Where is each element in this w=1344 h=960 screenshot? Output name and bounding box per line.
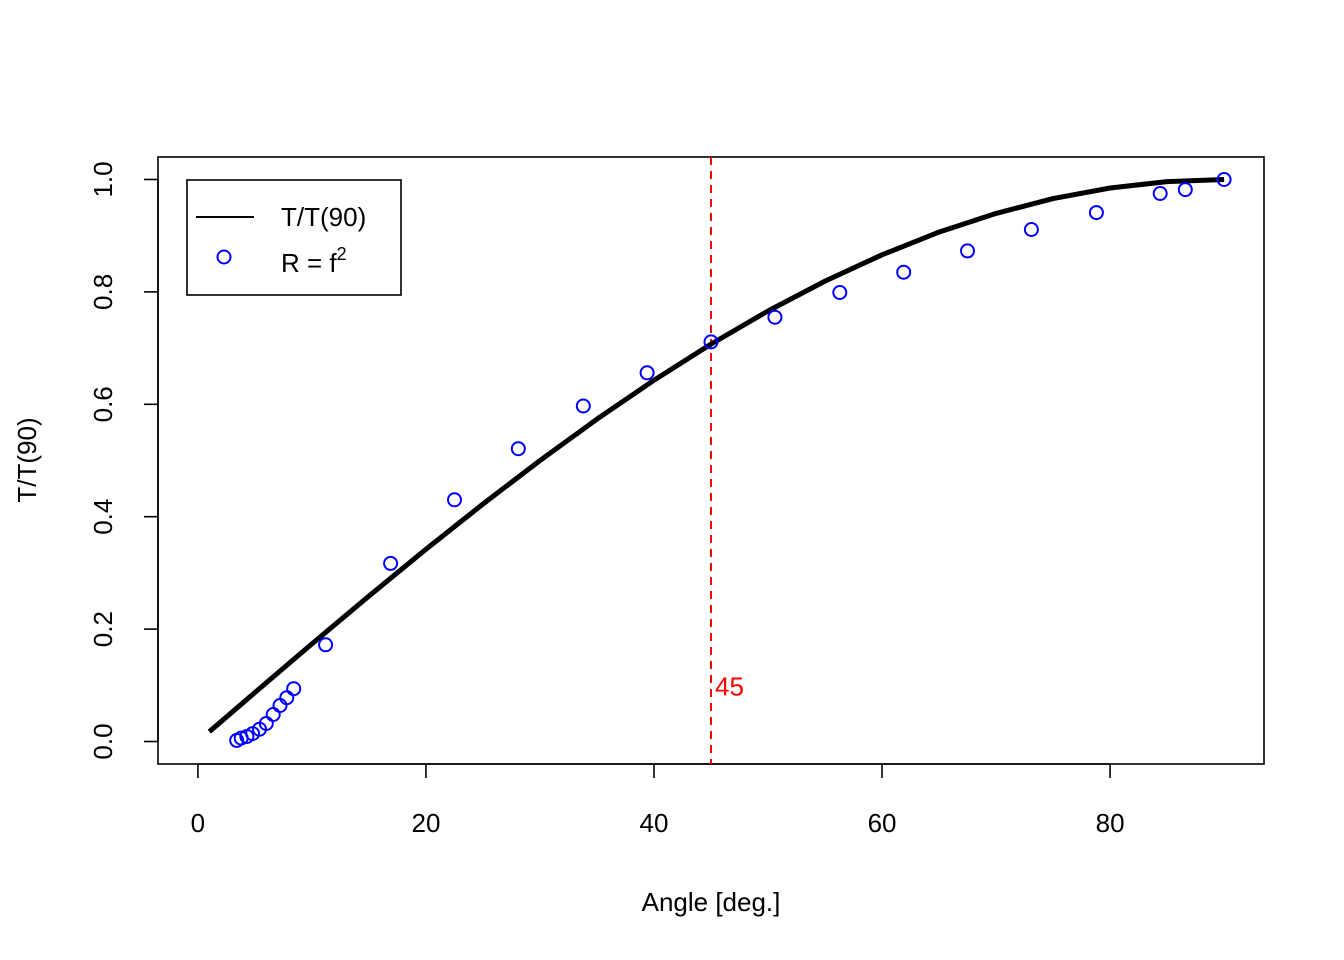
series-line-t-over-t90 <box>207 177 1225 734</box>
y-tick-label: 1.0 <box>88 161 118 197</box>
legend-label-line: T/T(90) <box>281 202 366 232</box>
reference-vline-label: 45 <box>715 671 744 701</box>
data-point <box>767 309 783 325</box>
data-point <box>1152 186 1168 201</box>
data-point <box>1177 182 1193 198</box>
data-point <box>1023 222 1039 237</box>
data-point <box>703 334 719 350</box>
x-tick-label: 40 <box>640 808 669 838</box>
data-point <box>960 243 975 259</box>
data-point <box>1216 172 1232 187</box>
legend-label-points-base: R = f <box>281 248 337 278</box>
data-point <box>383 555 399 571</box>
x-axis-title: Angle [deg.] <box>642 887 781 917</box>
x-tick-label: 80 <box>1096 808 1125 838</box>
y-tick-label: 0.4 <box>88 499 118 535</box>
data-point <box>1088 205 1104 221</box>
data-point <box>286 681 302 697</box>
y-tick-label: 0.0 <box>88 723 118 759</box>
data-point <box>318 637 334 653</box>
reference-line-layer: 45 <box>710 157 744 764</box>
data-point <box>279 690 295 706</box>
legend-box <box>186 179 402 296</box>
data-point <box>639 365 655 381</box>
y-axis-title: T/T(90) <box>12 417 42 502</box>
data-point <box>265 707 281 722</box>
x-tick-label: 0 <box>191 808 205 838</box>
y-tick-label: 0.2 <box>88 611 118 647</box>
data-point <box>575 398 591 414</box>
legend: T/T(90) R = f2 <box>186 179 402 296</box>
line-series-layer <box>207 177 1225 734</box>
legend-label-points-superscript: 2 <box>337 244 347 264</box>
x-axis: 0 20 40 60 80 <box>191 763 1125 838</box>
data-point <box>510 441 526 457</box>
y-axis: 0.0 0.2 0.4 0.6 0.8 1.0 <box>88 161 159 760</box>
y-tick-label: 0.8 <box>88 274 118 310</box>
legend-point-swatch <box>216 249 232 265</box>
data-point <box>447 492 462 508</box>
point-series-layer <box>229 172 1232 748</box>
x-tick-label: 60 <box>868 808 897 838</box>
y-tick-label: 0.6 <box>88 386 118 422</box>
legend-label-points: R = f2 <box>281 244 347 278</box>
data-point <box>832 285 848 300</box>
data-point <box>272 698 288 713</box>
data-point <box>896 264 912 280</box>
x-tick-label: 20 <box>411 808 440 838</box>
